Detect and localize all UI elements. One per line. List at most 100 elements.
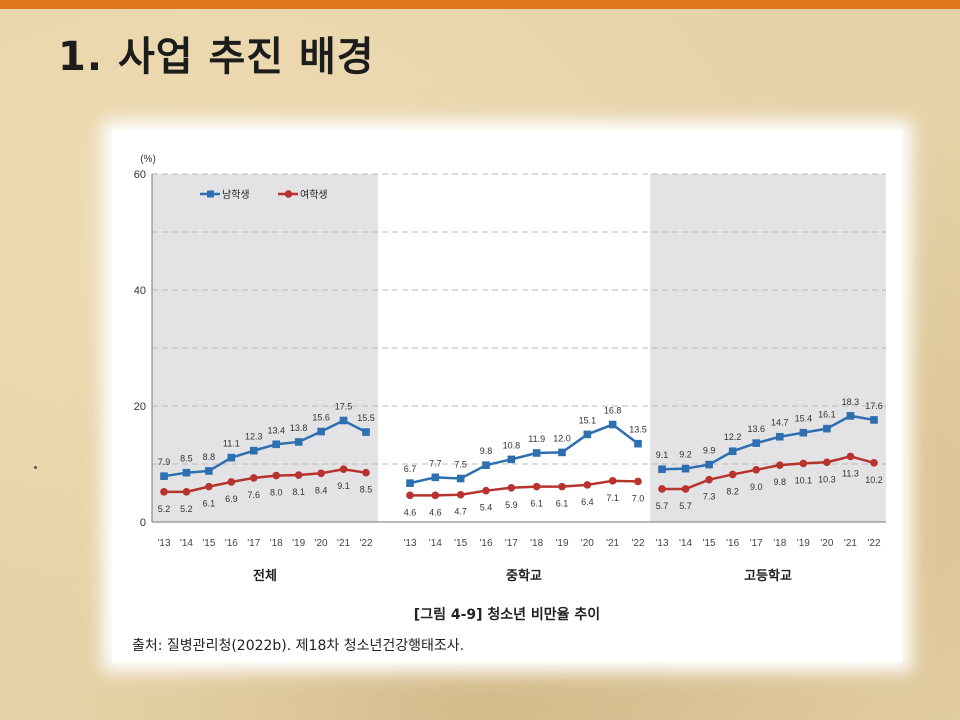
data-label: 6.1 [203, 499, 216, 509]
decorative-dot [34, 466, 37, 469]
data-label: 10.8 [503, 440, 521, 450]
x-tick-label: '14 [679, 538, 692, 549]
data-point [339, 416, 348, 425]
data-label: 15.1 [579, 415, 597, 425]
x-tick-label: '19 [797, 538, 810, 549]
data-label: 16.1 [818, 410, 836, 420]
data-label: 8.1 [292, 487, 305, 497]
legend-marker-0 [207, 190, 214, 198]
data-label: 9.1 [656, 450, 669, 460]
x-tick-label: '16 [726, 538, 739, 549]
data-point [272, 471, 281, 480]
data-point [658, 485, 666, 493]
data-label: 13.5 [629, 425, 647, 435]
data-point [482, 461, 490, 469]
series-line-0-1 [164, 467, 367, 494]
figure-card: 0 20 40 60 (%) 남학생 여학생 '13 '14 '15 '16 '17 '18 '19 '20… [112, 130, 902, 662]
data-point [705, 460, 713, 469]
data-label: 4.6 [404, 507, 417, 517]
data-label: 16.8 [604, 406, 622, 416]
data-label: 11.1 [223, 439, 240, 449]
y-tick-label: 40 [134, 285, 146, 297]
data-point [182, 468, 191, 477]
data-label: 5.9 [505, 500, 518, 510]
data-point [558, 482, 566, 491]
data-label: 10.3 [818, 474, 836, 484]
data-label: 13.6 [747, 424, 765, 434]
data-point [705, 475, 713, 484]
x-tick-label: '20 [315, 538, 328, 549]
data-point [799, 459, 808, 468]
x-tick-label: '14 [429, 538, 442, 549]
data-label: 14.7 [771, 418, 789, 428]
data-point [846, 452, 855, 461]
data-label: 9.8 [480, 446, 493, 456]
data-point [272, 440, 281, 449]
data-label: 6.9 [225, 494, 238, 504]
series-line-2-1 [662, 455, 875, 491]
x-tick-label: '22 [867, 538, 880, 549]
x-tick-label: '18 [270, 538, 283, 549]
data-label: 7.5 [454, 460, 467, 470]
panel-label-1: 중학교 [506, 568, 542, 583]
x-tick-label: '13 [655, 538, 668, 549]
data-label: 8.5 [180, 454, 193, 464]
obesity-trend-chart: 0 20 40 60 (%) 남학생 여학생 '13 '14 '15 '16 '17 '18 '19 '20… [134, 154, 886, 583]
x-tick-label: '15 [202, 538, 215, 549]
data-point [406, 479, 414, 487]
data-point [205, 482, 213, 491]
series-line-0-0 [163, 419, 367, 478]
x-tick-label: '17 [750, 538, 763, 549]
data-label: 15.5 [357, 413, 375, 423]
data-label: 7.6 [248, 490, 261, 500]
data-label: 7.9 [158, 457, 171, 467]
data-point [317, 469, 325, 478]
x-tick-label: '13 [403, 538, 416, 549]
data-label: 18.3 [842, 397, 860, 407]
data-label: 10.1 [795, 475, 813, 485]
panel-label-2: 고등학교 [744, 568, 792, 583]
data-point [634, 477, 642, 486]
x-tick-label: '16 [479, 538, 492, 549]
data-label: 7.7 [429, 458, 442, 468]
data-label: 15.6 [312, 413, 330, 423]
legend-marker-1 [284, 190, 293, 198]
data-label: 9.9 [703, 446, 716, 456]
data-label: 7.3 [703, 492, 716, 502]
data-label: 8.0 [270, 488, 283, 498]
data-label: 4.6 [429, 507, 442, 517]
data-label: 6.4 [581, 497, 594, 507]
data-label: 6.1 [556, 499, 569, 509]
data-point [456, 474, 465, 483]
data-label: 17.6 [865, 401, 883, 411]
data-point [634, 439, 642, 448]
data-point [658, 465, 666, 474]
x-tick-label: '22 [631, 538, 644, 549]
data-label: 5.2 [180, 504, 193, 514]
panel-label-0: 전체 [253, 568, 277, 583]
x-tick-label: '15 [703, 538, 716, 549]
x-tick-label: '21 [606, 538, 619, 549]
x-tick-label: '19 [292, 538, 305, 549]
x-tick-label: '22 [359, 538, 372, 549]
data-point [823, 424, 831, 433]
series-line-1-1 [410, 479, 639, 497]
data-label: 6.7 [404, 464, 417, 474]
data-point [752, 466, 761, 474]
data-point [532, 449, 541, 457]
data-point [870, 459, 878, 467]
data-point [362, 468, 370, 477]
data-label: 12.2 [724, 432, 742, 442]
data-label: 5.7 [656, 501, 669, 511]
data-label: 15.4 [795, 414, 813, 424]
data-label: 11.9 [528, 434, 545, 444]
slide-title: 1. 사업 추진 배경 [58, 34, 375, 80]
data-label: 8.5 [360, 485, 373, 495]
x-tick-label: '19 [555, 538, 568, 549]
data-point [681, 485, 690, 493]
x-tick-label: '16 [225, 538, 238, 549]
data-point [227, 478, 236, 486]
data-point [752, 439, 761, 447]
data-point [249, 446, 258, 455]
data-label: 9.2 [679, 450, 692, 460]
